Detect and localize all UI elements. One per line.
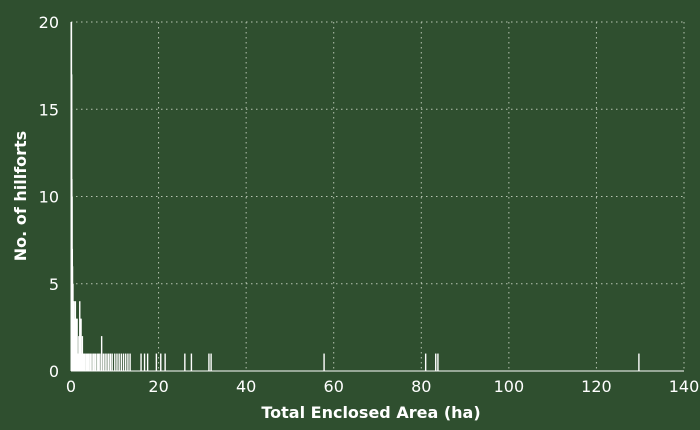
y-tick-label: 15 bbox=[39, 100, 59, 119]
bar bbox=[116, 353, 118, 371]
y-tick-label: 5 bbox=[49, 275, 59, 294]
bar bbox=[100, 336, 103, 371]
bar bbox=[437, 353, 439, 371]
bar bbox=[127, 353, 129, 371]
x-axis-title: Total Enclosed Area (ha) bbox=[261, 403, 480, 422]
bar bbox=[81, 336, 84, 371]
bar bbox=[210, 353, 212, 371]
bar bbox=[85, 353, 88, 371]
bar bbox=[140, 353, 142, 371]
bar bbox=[164, 353, 166, 371]
bar bbox=[78, 336, 80, 371]
bar bbox=[83, 353, 85, 371]
y-axis-title: No. of hillforts bbox=[11, 131, 30, 261]
bar bbox=[104, 353, 106, 371]
bar bbox=[82, 353, 84, 371]
axes: 0 5 10 15 20 0 20 40 60 80 100 120 140 bbox=[39, 13, 700, 396]
x-tick-label: 60 bbox=[324, 377, 344, 396]
y-tick-label: 0 bbox=[49, 362, 59, 381]
bar bbox=[92, 353, 94, 371]
bar bbox=[190, 353, 193, 371]
bar bbox=[111, 353, 113, 371]
x-tick-label: 20 bbox=[148, 377, 168, 396]
bar bbox=[94, 353, 97, 371]
bar bbox=[77, 353, 79, 371]
x-tick-label: 140 bbox=[669, 377, 700, 396]
y-tick-label: 20 bbox=[39, 13, 59, 32]
grid-lines bbox=[71, 21, 685, 371]
bar bbox=[155, 353, 158, 371]
bar bbox=[89, 353, 91, 371]
bar bbox=[80, 353, 83, 371]
bar bbox=[96, 353, 98, 371]
bar bbox=[90, 353, 92, 371]
bar bbox=[93, 353, 95, 371]
bar bbox=[184, 353, 186, 371]
bar bbox=[208, 353, 210, 371]
x-tick-label: 0 bbox=[66, 377, 76, 396]
bar bbox=[87, 353, 90, 371]
bar bbox=[99, 353, 101, 371]
y-tick-label: 10 bbox=[39, 188, 59, 207]
x-tick-label: 100 bbox=[494, 377, 525, 396]
bar bbox=[424, 353, 427, 371]
bar bbox=[146, 353, 149, 371]
bar bbox=[118, 353, 120, 371]
bar bbox=[129, 353, 131, 371]
bar bbox=[106, 353, 108, 371]
bar bbox=[86, 353, 89, 371]
bar bbox=[97, 353, 100, 371]
bar bbox=[84, 353, 86, 371]
bar bbox=[76, 318, 78, 371]
x-tick-label: 40 bbox=[236, 377, 256, 396]
bar bbox=[160, 353, 162, 371]
bar bbox=[323, 353, 325, 371]
bar bbox=[122, 353, 125, 371]
bar bbox=[638, 353, 640, 371]
bar bbox=[107, 353, 110, 371]
bar bbox=[435, 353, 437, 371]
bar bbox=[114, 353, 116, 371]
bar bbox=[74, 301, 77, 371]
bar bbox=[109, 353, 112, 371]
bar bbox=[120, 353, 123, 371]
x-tick-label: 120 bbox=[581, 377, 612, 396]
x-tick-label: 80 bbox=[411, 377, 431, 396]
bar bbox=[80, 318, 82, 371]
bar bbox=[102, 353, 105, 371]
bar bbox=[125, 353, 127, 371]
bar bbox=[143, 353, 146, 371]
